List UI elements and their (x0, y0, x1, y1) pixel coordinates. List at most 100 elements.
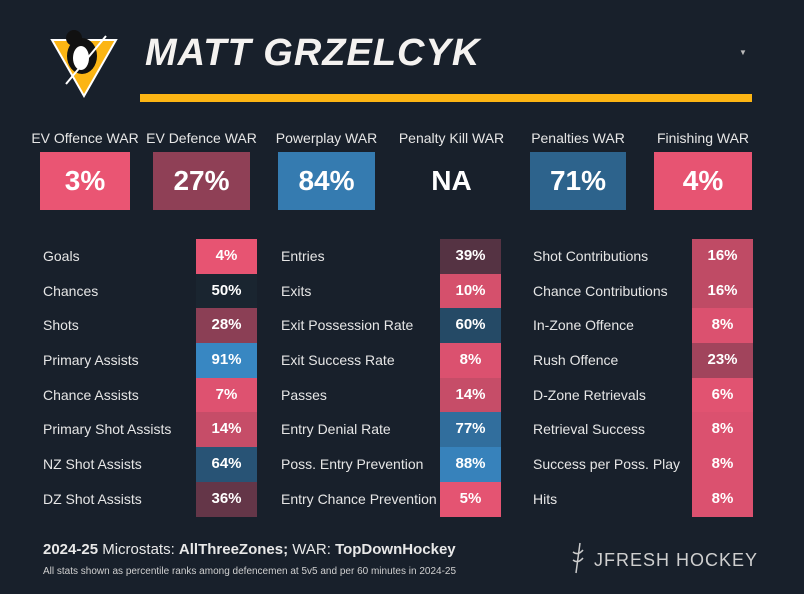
stat-label: D-Zone Retrievals (533, 386, 646, 403)
stat-column: Goals 4% Chances 50% Shots 28% Primary Assists… (43, 239, 257, 517)
stat-label: Entry Chance Prevention (281, 490, 437, 507)
stat-value: 60% (440, 308, 501, 344)
war-value: 27% (153, 152, 250, 210)
war-label: EV Offence WAR (31, 130, 139, 146)
stat-label: Exit Success Rate (281, 352, 395, 369)
stat-label: Entry Denial Rate (281, 421, 391, 438)
stat-label: Chance Contributions (533, 282, 668, 299)
chevron-down-icon[interactable]: ▼ (739, 48, 747, 57)
stat-value: 36% (196, 481, 257, 517)
stat-value: 64% (196, 447, 257, 482)
stat-value: 6% (692, 377, 753, 413)
stat-value: 16% (692, 239, 753, 274)
micro-label: Microstats: (98, 541, 179, 558)
stat-label: Rush Offence (533, 352, 619, 369)
stat-row: Exit Possession Rate 60% (281, 308, 501, 344)
stat-value: 88% (440, 447, 501, 482)
season: 2024-25 (43, 541, 99, 558)
stat-label: Exit Possession Rate (281, 317, 414, 334)
war-label: Penalty Kill WAR (398, 130, 505, 146)
team-logo (48, 26, 120, 99)
war-value: 71% (530, 152, 626, 210)
stat-label: Entries (281, 248, 325, 264)
stat-row: Hits 8% (533, 481, 753, 517)
stat-value: 7% (196, 377, 257, 413)
accent-divider (140, 94, 752, 102)
brand-name: JFRESH HOCKEY (594, 550, 759, 570)
stat-value: 16% (692, 273, 753, 309)
war-metric: Penalty Kill WAR NA (391, 130, 512, 210)
stat-label: Retrieval Success (533, 421, 646, 438)
stat-value: 8% (692, 481, 753, 517)
stat-label: Passes (281, 386, 327, 403)
stat-row: Shots 28% (43, 308, 257, 344)
stat-label: Chance Assists (43, 386, 139, 403)
war-value: 84% (278, 152, 375, 210)
stat-row: Rush Offence 23% (533, 343, 753, 378)
war-label: Finishing WAR (656, 130, 750, 146)
stat-row: Primary Assists 91% (43, 343, 257, 378)
stat-label: Primary Shot Assists (43, 421, 172, 438)
stat-value: 8% (692, 447, 753, 482)
stat-value: 14% (440, 377, 501, 413)
war-source: TopDownHockey (335, 541, 456, 558)
stat-row: D-Zone Retrievals 6% (533, 377, 753, 413)
stat-column: Entries 39% Exits 10% Exit Possession Rate 60… (281, 239, 501, 517)
war-label: Penalties WAR (531, 130, 625, 146)
micro-source: AllThreeZones; (178, 541, 289, 558)
stat-value: 14% (196, 412, 257, 448)
stat-row: Chance Assists 7% (43, 377, 257, 413)
stat-value: 23% (692, 343, 753, 378)
stat-value: 5% (440, 481, 501, 517)
war-value: NA (431, 165, 472, 196)
stat-row: DZ Shot Assists 36% (43, 481, 257, 517)
stat-row: Passes 14% (281, 377, 501, 413)
stat-row: Poss. Entry Prevention 88% (281, 447, 501, 482)
stat-value: 77% (440, 412, 501, 448)
stat-row: Shot Contributions 16% (533, 239, 753, 274)
stat-label: Goals (43, 248, 80, 264)
stat-row: Chance Contributions 16% (533, 273, 753, 309)
sources-line: 2024-25 Microstats: AllThreeZones; WAR: … (43, 541, 456, 558)
stat-label: Shot Contributions (533, 248, 649, 264)
brand: JFRESH HOCKEY (570, 542, 758, 579)
war-metric: Penalties WAR 71% (518, 130, 638, 210)
stat-row: Entries 39% (281, 239, 501, 274)
stat-label: In-Zone Offence (533, 317, 634, 334)
war-label: WAR: (288, 541, 336, 558)
war-label: Powerplay WAR (275, 130, 378, 146)
war-metric: EV Offence WAR 3% (28, 130, 142, 210)
player-name: MATT GRZELCYK (145, 32, 481, 74)
stat-value: 8% (692, 308, 753, 344)
stat-label: Chances (43, 282, 99, 299)
stat-value: 39% (440, 239, 501, 274)
stat-row: In-Zone Offence 8% (533, 308, 753, 344)
stat-row: Entry Chance Prevention 5% (281, 481, 501, 517)
stat-label: Primary Assists (43, 352, 139, 369)
war-metric: Powerplay WAR 84% (266, 130, 387, 210)
stat-value: 8% (692, 412, 753, 448)
stat-label: Shots (43, 317, 79, 334)
footnote: All stats shown as percentile ranks amon… (43, 566, 457, 577)
stat-value: 91% (196, 343, 257, 378)
stat-label: NZ Shot Assists (43, 456, 142, 473)
stat-row: Exits 10% (281, 273, 501, 309)
stat-row: Exit Success Rate 8% (281, 343, 501, 378)
stat-column: Shot Contributions 16% Chance Contribution… (533, 239, 753, 517)
stat-value: 50% (196, 273, 257, 309)
stat-row: Goals 4% (43, 239, 257, 274)
war-label: EV Defence WAR (146, 130, 257, 146)
stat-value: 8% (440, 343, 501, 378)
stat-label: Hits (533, 490, 558, 507)
war-value: 3% (40, 152, 130, 210)
war-value: 4% (654, 152, 752, 210)
stat-value: 28% (196, 308, 257, 344)
stat-value: 4% (196, 239, 257, 274)
stat-value: 10% (440, 273, 501, 309)
stat-row: Retrieval Success 8% (533, 412, 753, 448)
stat-label: Poss. Entry Prevention (281, 456, 424, 473)
stat-label: Exits (281, 282, 312, 299)
stat-row: Primary Shot Assists 14% (43, 412, 257, 448)
stat-row: Entry Denial Rate 77% (281, 412, 501, 448)
war-metric: Finishing WAR 4% (642, 130, 764, 210)
